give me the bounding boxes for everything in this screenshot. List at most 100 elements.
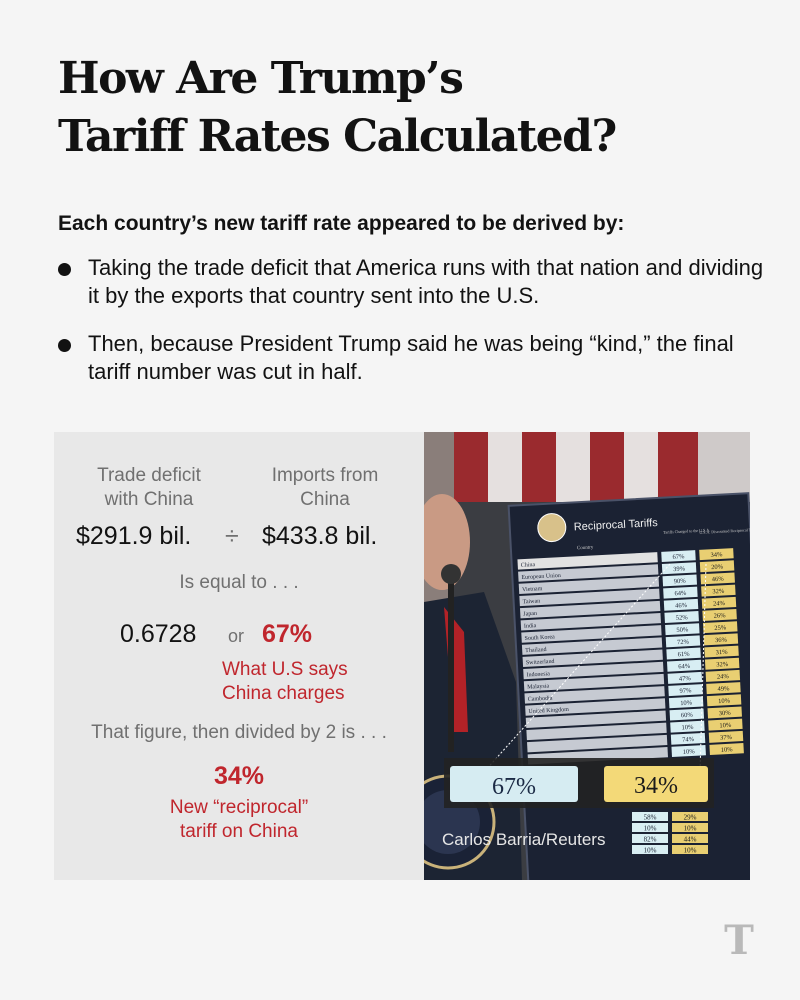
board-charged-value: 47%: [679, 675, 692, 683]
board-charged-cell: [664, 611, 699, 623]
deficit-label-line-2: with China: [104, 489, 194, 510]
board-country-cell: [520, 612, 661, 631]
lower-charged-value: 82%: [644, 835, 657, 843]
board-discounted-cell: [705, 669, 741, 682]
tariff-board: Reciprocal Tariffs Country Tariffs Charg…: [507, 492, 750, 880]
headline-line-2: Tariff Rates Calculated?: [58, 111, 617, 162]
bullet-item: Taking the trade deficit that America ru…: [58, 254, 768, 310]
board-discounted-value: 10%: [721, 746, 734, 754]
lower-discounted-cell: [672, 834, 708, 843]
zoom-charged-value: 67%: [492, 774, 536, 800]
imports-label-line-1: Imports from: [271, 465, 379, 486]
board-discounted-cell: [709, 743, 744, 756]
board-discounted-value: 10%: [719, 722, 732, 730]
lower-charged-cell: [632, 823, 668, 832]
board-charged-cell: [668, 684, 703, 697]
lead-text: Each country’s new tariff rate appeared …: [58, 212, 625, 235]
board-discounted-value: 34%: [710, 551, 723, 559]
board-charged-value: 64%: [674, 590, 687, 598]
imports-label: Imports from China: [250, 464, 400, 512]
board-country-label: European Union: [521, 573, 561, 581]
lower-discounted-cell: [672, 845, 708, 854]
deficit-label-line-1: Trade deficit: [97, 465, 201, 486]
lower-discounted-cell: [672, 812, 708, 821]
board-discounted-cell: [699, 548, 734, 561]
claimed-caption-line-1: What U.S says: [222, 659, 348, 680]
board-charged-cell: [671, 745, 706, 757]
board-charged-cell: [667, 671, 703, 684]
board-charged-value: 67%: [672, 553, 685, 561]
deficit-label: Trade deficit with China: [74, 464, 224, 512]
board-charged-cell: [670, 720, 705, 733]
board-charged-value: 60%: [681, 712, 694, 720]
claimed-percent: 67%: [262, 620, 313, 648]
board-country-cell: [521, 637, 663, 655]
board-rows: China 67% 34% European Union 39% 20% Vietnam 90…: [517, 548, 744, 765]
board-charged-cell: [663, 598, 699, 611]
board-discounted-cell: [704, 657, 740, 670]
board-discounted-cell: [701, 596, 737, 609]
headline: How Are Trump’s Tariff Rates Calculated?: [58, 50, 758, 166]
new-caption-line-1: New “reciprocal”: [169, 797, 309, 818]
board-discounted-cell: [703, 621, 738, 634]
lower-charged-cell: [632, 834, 668, 843]
photo-credit: Carlos Barria/Reuters: [442, 830, 606, 849]
lower-rows: 58% 29% 10% 10% 82% 44% 10% 10%: [632, 812, 708, 854]
board-discounted-value: 31%: [715, 649, 728, 657]
board-country-label: Malaysia: [527, 684, 550, 691]
board-charged-cell: [670, 732, 706, 745]
calculation-panel: Trade deficit with China Imports from Ch…: [54, 432, 424, 880]
press-photo: Reciprocal Tariffs Country Tariffs Charg…: [424, 432, 750, 880]
board-charged-value: 46%: [675, 602, 688, 610]
board-col-country: Country: [577, 545, 594, 551]
divided-text: That figure, then divided by 2 is . . .: [91, 722, 387, 743]
new-caption-line-2: tariff on China: [180, 821, 298, 842]
board-discounted-value: 24%: [713, 600, 726, 608]
board-country-cell: [518, 576, 660, 594]
board-country-cell: [518, 564, 659, 582]
board-discounted-cell: [699, 560, 735, 573]
board-discounted-cell: [708, 730, 744, 743]
board-country-label: United Kingdom: [528, 707, 569, 715]
board-discounted-cell: [704, 645, 739, 658]
board-discounted-value: 46%: [712, 576, 725, 584]
lower-discounted-value: 29%: [684, 813, 697, 821]
ratio-value: 0.6728: [120, 620, 197, 648]
board-discounted-value: 30%: [719, 710, 732, 718]
board-country-cell: [523, 661, 664, 680]
board-discounted-cell: [706, 694, 742, 707]
claimed-caption: What U.S says China charges: [222, 658, 348, 706]
board-country-cell: [526, 722, 667, 741]
board-country-cell: [524, 686, 665, 704]
board-charged-value: 10%: [683, 748, 696, 756]
board-charged-cell: [665, 635, 701, 648]
board-charged-cell: [661, 562, 697, 575]
board-discounted-cell: [703, 633, 739, 646]
bullet-item: Then, because President Trump said he wa…: [58, 330, 768, 386]
lower-discounted-value: 10%: [684, 846, 697, 854]
board-charged-value: 72%: [677, 639, 690, 647]
new-percent: 34%: [213, 762, 265, 790]
lower-charged-value: 58%: [644, 813, 657, 821]
board-col-charged: Tariffs Charged to the U.S.A.: [663, 527, 710, 534]
board-charged-value: 10%: [680, 699, 693, 707]
board-country-label: Switzerland: [526, 659, 555, 666]
board-discounted-value: 37%: [720, 734, 733, 742]
board-charged-cell: [669, 708, 705, 721]
board-discounted-value: 49%: [717, 685, 730, 693]
board-charged-value: 97%: [679, 687, 692, 695]
board-charged-cell: [662, 574, 698, 587]
lower-charged-cell: [632, 845, 668, 854]
board-charged-value: 50%: [676, 626, 689, 634]
board-discounted-cell: [706, 682, 741, 695]
board-country-label: South Korea: [524, 634, 555, 642]
board-country-label: Japan: [523, 611, 537, 618]
or-text: or: [228, 626, 245, 646]
equal-text: Is equal to . . .: [179, 572, 299, 593]
lower-discounted-value: 10%: [684, 824, 697, 832]
board-charged-value: 52%: [676, 614, 689, 622]
board-charged-value: 61%: [678, 651, 691, 659]
board-discounted-cell: [708, 718, 743, 731]
board-discounted-value: 36%: [715, 637, 728, 645]
board-country-label: Indonesia: [526, 671, 550, 678]
